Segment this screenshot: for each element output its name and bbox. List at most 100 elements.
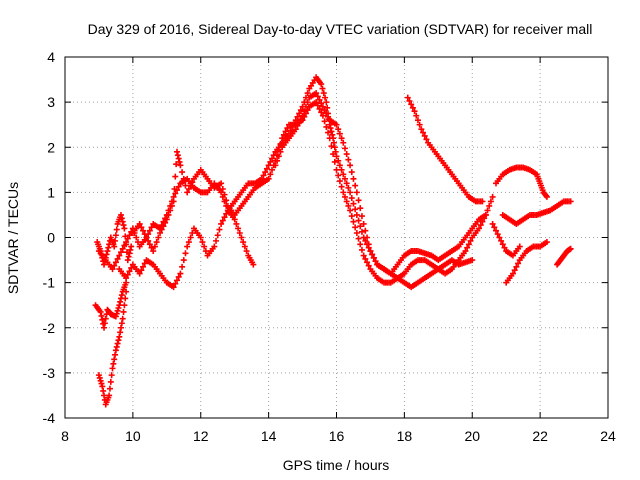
data-point	[567, 198, 574, 205]
data-point	[235, 225, 242, 232]
data-point	[316, 96, 323, 103]
series-sat-h	[404, 94, 486, 205]
y-tick-label: -2	[43, 320, 56, 336]
data-point	[287, 127, 294, 134]
data-point	[343, 180, 350, 187]
series-sat-b	[92, 279, 130, 331]
series-sat-d	[95, 175, 257, 273]
data-point	[358, 246, 365, 253]
data-point	[509, 270, 516, 277]
data-point	[476, 225, 483, 232]
data-point	[277, 140, 284, 147]
data-point	[336, 130, 343, 137]
data-point	[101, 392, 108, 399]
series-sat-k	[503, 239, 550, 286]
data-point	[155, 234, 162, 241]
x-tick-label: 20	[464, 428, 480, 444]
data-point	[543, 193, 550, 200]
data-point	[411, 108, 418, 115]
data-point	[182, 250, 189, 257]
data-point	[304, 99, 311, 106]
data-point	[117, 249, 124, 256]
data-point	[185, 185, 192, 192]
data-point	[182, 182, 189, 189]
data-point	[489, 220, 496, 227]
data-point	[118, 292, 125, 299]
data-point	[348, 195, 355, 202]
y-tick-label: -1	[43, 275, 56, 291]
data-point	[211, 243, 218, 250]
data-point	[113, 226, 120, 233]
data-point	[128, 243, 135, 250]
data-point	[187, 234, 194, 241]
data-point	[299, 112, 306, 119]
data-point	[119, 218, 126, 225]
data-point	[101, 261, 108, 268]
data-point	[323, 99, 330, 106]
data-point	[138, 224, 145, 231]
data-point	[177, 162, 184, 169]
data-point	[109, 365, 116, 372]
data-point	[313, 99, 320, 106]
data-point	[262, 169, 269, 176]
data-point	[180, 175, 187, 182]
data-point	[352, 206, 359, 213]
data-point	[150, 248, 157, 255]
data-point	[326, 135, 333, 142]
x-tick-label: 22	[532, 428, 548, 444]
data-point	[202, 248, 209, 255]
data-point	[423, 136, 430, 143]
data-point	[218, 220, 225, 227]
data-point	[122, 295, 129, 302]
data-point	[134, 239, 141, 246]
data-point	[367, 248, 374, 255]
data-point	[124, 271, 131, 278]
data-point	[323, 123, 330, 130]
data-point	[362, 227, 369, 234]
data-point	[296, 119, 303, 126]
data-point	[241, 243, 248, 250]
data-point	[175, 155, 182, 162]
data-point	[238, 234, 245, 241]
data-point	[409, 104, 416, 111]
data-point	[421, 132, 428, 139]
data-point	[184, 189, 191, 196]
data-point	[99, 383, 106, 390]
series-sat-j	[499, 198, 574, 227]
data-point	[358, 213, 365, 220]
data-point	[279, 135, 286, 142]
data-point	[120, 308, 127, 315]
data-point	[116, 252, 123, 259]
data-point	[140, 227, 147, 234]
data-point	[141, 231, 148, 238]
data-point	[136, 270, 143, 277]
data-point	[353, 211, 360, 218]
data-point	[120, 222, 127, 229]
data-point	[355, 217, 362, 224]
data-point	[112, 259, 119, 266]
data-point	[163, 216, 170, 223]
data-point	[179, 263, 186, 270]
data-point	[477, 222, 484, 229]
data-point	[221, 214, 228, 221]
data-point	[347, 162, 354, 169]
data-point	[325, 113, 332, 120]
data-point	[357, 241, 364, 248]
data-point	[269, 155, 276, 162]
y-tick-label: 0	[47, 230, 55, 246]
data-point	[98, 251, 105, 258]
data-point	[355, 197, 362, 204]
data-point	[112, 351, 119, 358]
data-point	[172, 173, 179, 180]
data-point	[341, 193, 348, 200]
data-point	[157, 229, 164, 236]
data-point	[465, 241, 472, 248]
data-point	[355, 235, 362, 242]
data-point	[484, 207, 491, 214]
data-point	[111, 262, 118, 269]
data-point	[292, 126, 299, 133]
data-point	[112, 313, 119, 320]
data-point	[316, 105, 323, 112]
y-tick-label: -3	[43, 365, 56, 381]
x-tick-label: 12	[193, 428, 209, 444]
